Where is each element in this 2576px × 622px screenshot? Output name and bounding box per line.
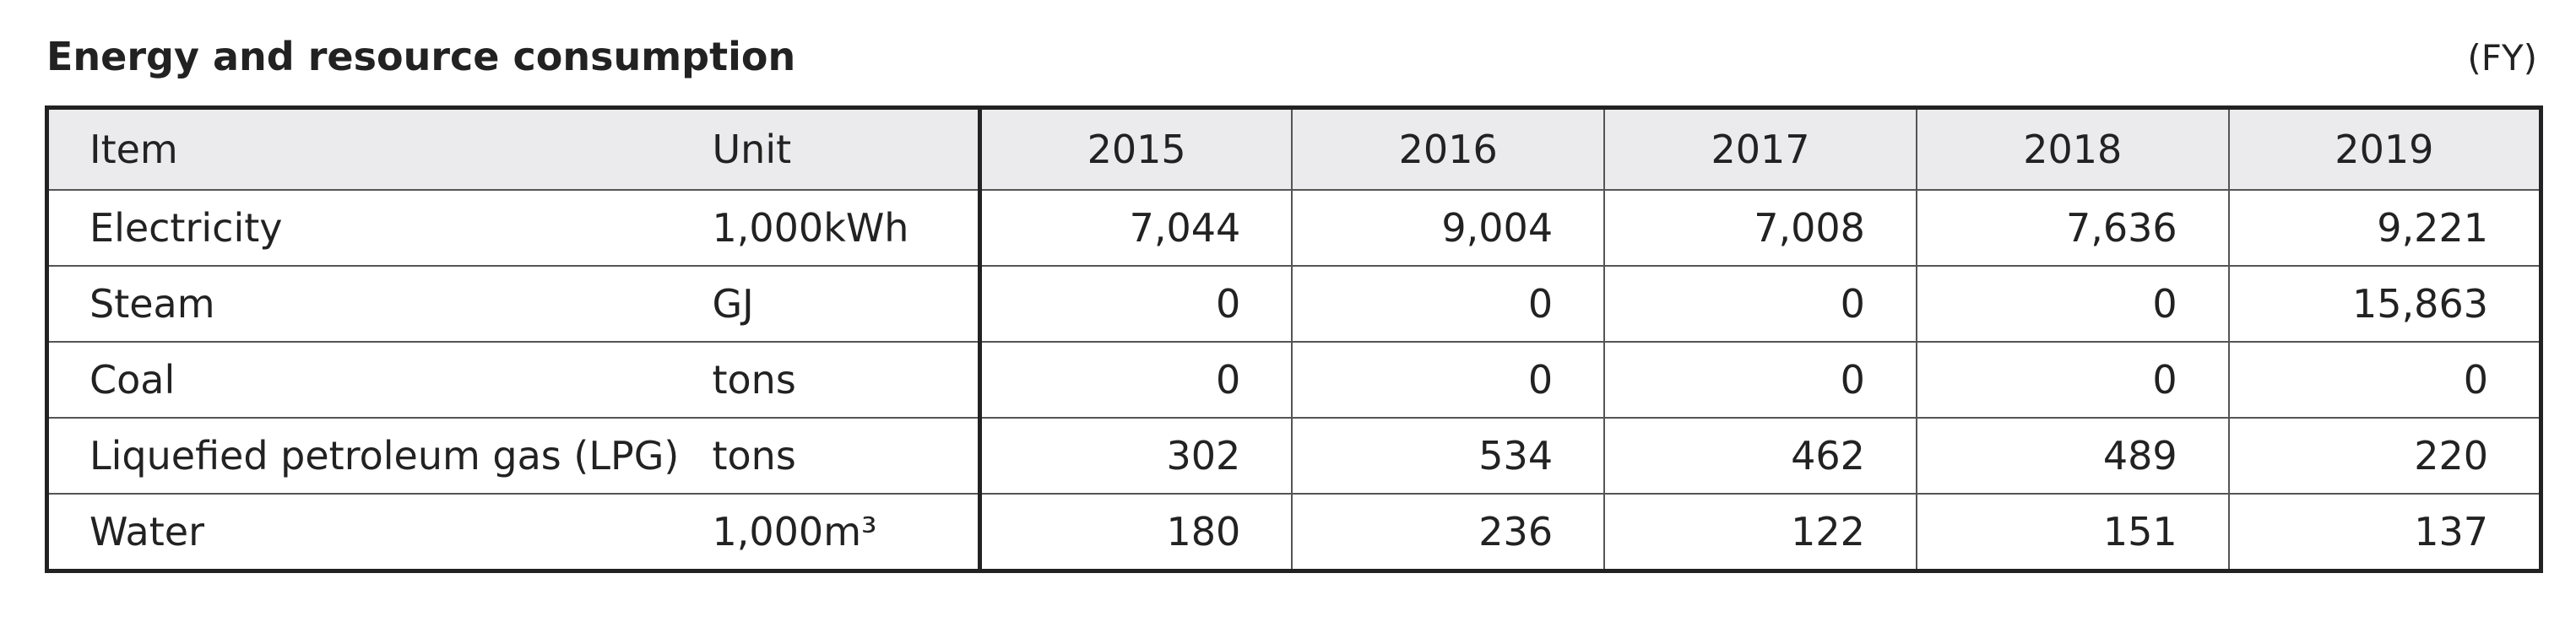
value-cell: 180 [979,493,1293,572]
value-cell: 0 [1915,341,2230,419]
value-cell: 122 [1603,493,1917,572]
unit-cell: GJ [697,265,982,343]
data-row: Steam GJ 0 0 0 0 15,863 [46,265,2542,343]
header-row: Item Unit 2015 2016 2017 2018 2019 [46,106,2542,191]
unit-cell: tons [697,417,982,495]
unit-cell: 1,000kWh [697,189,982,267]
value-cell: 0 [1915,265,2230,343]
fiscal-year-note: (FY) [2467,37,2537,78]
item-cell: Liquefied petroleum gas (LPG) [46,417,697,495]
value-cell: 302 [979,417,1293,495]
column-header: 2016 [1291,106,1606,191]
value-cell: 137 [2227,493,2542,572]
value-cell: 0 [1291,341,1606,419]
data-row: Liquefied petroleum gas (LPG) tons 302 534 4… [46,417,2542,495]
item-cell: Electricity [46,189,697,267]
title: Energy and resource consumption [46,34,796,79]
value-cell: 220 [2227,417,2542,495]
data-row: Electricity 1,000kWh 7,044 9,004 7,008 7,636 9… [46,189,2542,267]
value-cell: 236 [1291,493,1606,572]
value-cell: 0 [1291,265,1606,343]
value-cell: 462 [1603,417,1917,495]
value-cell: 0 [1603,341,1917,419]
value-cell: 9,221 [2227,189,2542,267]
value-cell: 0 [2227,341,2542,419]
value-cell: 0 [979,341,1293,419]
value-cell: 7,044 [979,189,1293,267]
value-cell: 15,863 [2227,265,2542,343]
consumption-table: Item Unit 2015 2016 2017 2018 2019 Electricity 1… [45,105,2543,573]
value-cell: 489 [1915,417,2230,495]
value-cell: 151 [1915,493,2230,572]
value-cell: 9,004 [1291,189,1606,267]
column-header: Item [46,106,697,191]
value-cell: 534 [1291,417,1606,495]
column-header: Unit [697,106,982,191]
column-header: 2015 [979,106,1293,191]
unit-cell: 1,000m³ [697,493,982,572]
item-cell: Steam [46,265,697,343]
column-header: 2018 [1915,106,2230,191]
value-cell: 7,636 [1915,189,2230,267]
column-header: 2019 [2227,106,2542,191]
data-row: Coal tons 0 0 0 0 0 [46,341,2542,419]
unit-cell: tons [697,341,982,419]
data-row: Water 1,000m³ 180 236 122 151 137 [46,493,2542,572]
column-header: 2017 [1603,106,1917,191]
value-cell: 7,008 [1603,189,1917,267]
value-cell: 0 [1603,265,1917,343]
item-cell: Water [46,493,697,572]
item-cell: Coal [46,341,697,419]
value-cell: 0 [979,265,1293,343]
